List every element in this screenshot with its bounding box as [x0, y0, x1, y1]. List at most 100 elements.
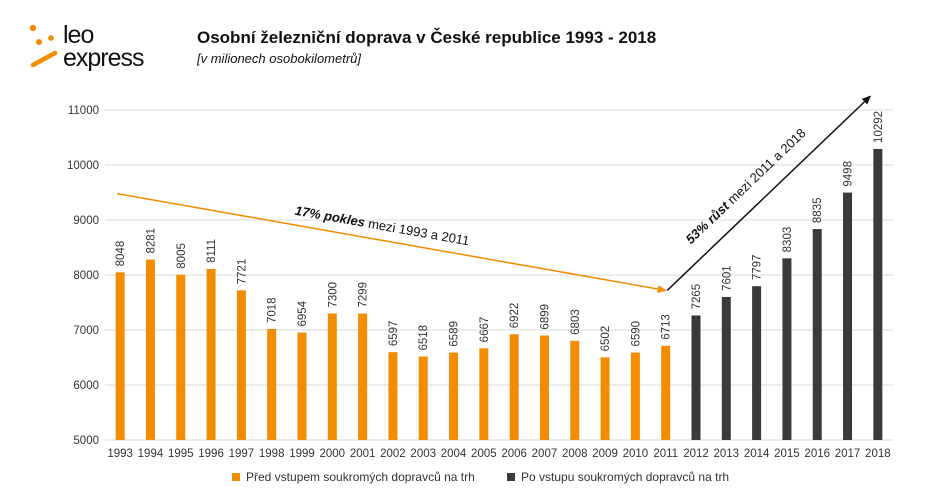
x-tick-label: 1994 [138, 448, 164, 460]
bar-1995 [176, 274, 186, 440]
x-tick-label: 1997 [229, 448, 255, 460]
data-label-1999: 6954 [297, 300, 309, 326]
x-tick-label: 2016 [804, 448, 830, 460]
data-label-1994: 8281 [145, 228, 157, 254]
decline-annotation: 17% pokles mezi 1993 a 2011 [294, 203, 471, 248]
y-tick-label: 11000 [68, 105, 99, 117]
bar-1996 [206, 268, 216, 440]
data-label-2004: 6589 [449, 321, 461, 347]
legend-item-1: Před vstupem soukromých dopravců na trh [232, 470, 475, 484]
data-label-1993: 8048 [115, 241, 127, 267]
data-label-2005: 6667 [479, 317, 491, 343]
x-tick-label: 2008 [562, 448, 588, 460]
chart-title: Osobní železniční doprava v České republ… [197, 28, 657, 47]
data-label-2015: 8303 [782, 227, 794, 253]
x-tick-label: 2007 [532, 448, 558, 460]
bar-2008 [570, 340, 580, 440]
data-label-2016: 8835 [812, 197, 824, 223]
data-label-1998: 7018 [267, 297, 279, 323]
data-label-2009: 6502 [600, 326, 612, 352]
x-tick-label: 2003 [410, 448, 436, 460]
legend-swatch [507, 473, 515, 481]
bar-2007 [539, 335, 549, 440]
bar-2014 [752, 286, 762, 440]
data-label-2000: 7300 [327, 282, 339, 308]
leo-express-logo: leo express [25, 22, 165, 78]
data-label-2001: 7299 [358, 282, 370, 308]
data-label-2018: 10292 [873, 111, 885, 143]
logo-dots-icon [29, 24, 58, 68]
data-label-2017: 9498 [843, 161, 855, 187]
bar-1997 [236, 290, 246, 440]
logo-word-leo: leo [63, 21, 94, 49]
data-label-2013: 7601 [721, 265, 733, 291]
bar-2004 [449, 352, 459, 440]
x-tick-label: 2018 [865, 448, 891, 460]
data-label-2011: 6713 [661, 314, 673, 340]
bar-1993 [115, 272, 125, 440]
legend-label: Po vstupu soukromých dopravců na trh [521, 470, 730, 484]
x-tick-label: 2000 [320, 448, 346, 460]
growth-arrow [666, 95, 871, 291]
bar-1994 [145, 259, 155, 440]
bar-1998 [267, 329, 277, 440]
x-tick-label: 1998 [259, 448, 285, 460]
x-tick-label: 2004 [441, 448, 467, 460]
y-tick-label: 10000 [67, 160, 99, 172]
data-label-2006: 6922 [509, 303, 521, 329]
data-label-2014: 7797 [752, 255, 764, 281]
x-tick-label: 2015 [774, 448, 800, 460]
y-tick-label: 7000 [73, 325, 99, 337]
legend-item-2: Po vstupu soukromých dopravců na trh [507, 470, 729, 484]
x-tick-label: 2010 [623, 448, 649, 460]
x-tick-label: 2001 [350, 448, 376, 460]
bar-2010 [630, 352, 640, 440]
chart-subtitle: [v milionech osobokilometrů] [197, 51, 362, 66]
data-label-2003: 6518 [418, 325, 430, 351]
bar-2013 [721, 296, 731, 440]
bar-1999 [297, 332, 307, 440]
bar-2011 [661, 345, 671, 440]
y-tick-label: 6000 [73, 380, 99, 392]
bar-2017 [843, 192, 853, 440]
y-tick-label: 8000 [73, 270, 99, 282]
bar-2005 [479, 348, 489, 440]
x-tick-label: 1999 [289, 448, 315, 460]
legend-label: Před vstupem soukromých dopravců na trh [246, 470, 475, 484]
x-tick-label: 2013 [714, 448, 740, 460]
data-label-2008: 6803 [570, 309, 582, 335]
bar-2001 [358, 313, 368, 440]
data-label-2002: 6597 [388, 321, 400, 347]
bar-2012 [691, 315, 701, 440]
legend-swatch [232, 473, 240, 481]
data-label-1995: 8005 [176, 243, 188, 269]
data-label-1997: 7721 [236, 259, 248, 285]
bar-2009 [600, 357, 610, 440]
bar-2000 [327, 313, 337, 440]
bar-2015 [782, 258, 792, 440]
x-tick-label: 1993 [107, 448, 133, 460]
data-label-2012: 7265 [691, 284, 703, 310]
x-tick-label: 2002 [380, 448, 406, 460]
x-tick-label: 1996 [198, 448, 224, 460]
bar-2016 [812, 229, 822, 440]
bar-2018 [873, 148, 883, 440]
data-label-2007: 6899 [539, 304, 551, 330]
bar-2006 [509, 334, 519, 440]
x-tick-label: 2011 [653, 448, 678, 460]
x-tick-label: 2012 [683, 448, 709, 460]
data-label-2010: 6590 [630, 321, 642, 347]
x-tick-label: 2005 [471, 448, 497, 460]
y-tick-label: 5000 [73, 435, 99, 447]
x-tick-label: 2006 [501, 448, 527, 460]
decline-arrow [116, 192, 667, 293]
bar-2002 [388, 352, 398, 440]
logo-word-express: express [63, 44, 145, 72]
x-tick-label: 2009 [592, 448, 618, 460]
x-tick-label: 2014 [744, 448, 770, 460]
x-tick-label: 2017 [835, 448, 861, 460]
bar-2003 [418, 356, 428, 440]
y-tick-label: 9000 [73, 215, 99, 227]
data-label-1996: 8111 [206, 239, 218, 263]
